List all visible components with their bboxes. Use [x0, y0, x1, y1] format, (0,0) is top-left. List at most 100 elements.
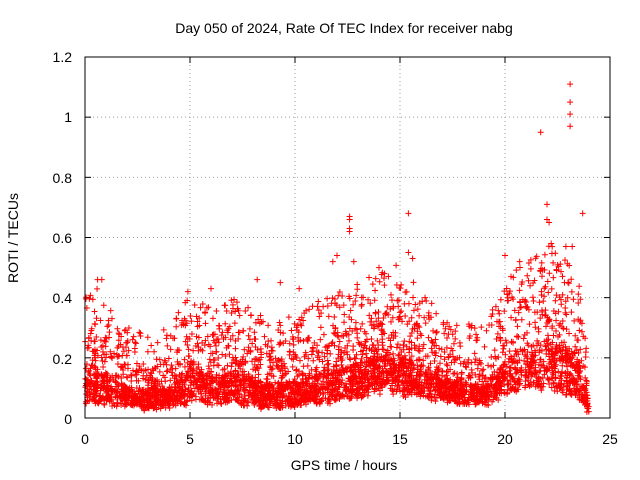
- roti-point: [410, 294, 417, 301]
- roti-point: [258, 318, 265, 325]
- roti-point: [328, 340, 335, 347]
- roti-point: [452, 328, 459, 335]
- roti-point: [538, 292, 545, 299]
- roti-point: [584, 397, 591, 404]
- roti-point: [314, 352, 321, 359]
- roti-point: [575, 291, 582, 298]
- roti-point: [201, 383, 208, 390]
- roti-point: [420, 363, 427, 370]
- roti-point: [536, 299, 543, 306]
- y-tick-label: 0.2: [53, 351, 73, 367]
- roti-point: [174, 379, 181, 386]
- roti-point: [270, 359, 277, 366]
- roti-point: [442, 325, 449, 332]
- roti-point: [121, 361, 128, 368]
- roti-point: [346, 295, 353, 302]
- roti-point: [144, 397, 151, 404]
- roti-point: [513, 348, 520, 355]
- roti-point: [94, 285, 101, 292]
- roti-point: [365, 359, 372, 366]
- roti-point: [421, 314, 428, 321]
- roti-point: [317, 398, 324, 405]
- roti-point: [434, 366, 441, 373]
- roti-point: [502, 368, 509, 375]
- roti-point: [430, 327, 437, 334]
- roti-point: [510, 296, 517, 303]
- roti-point: [343, 368, 350, 375]
- roti-point: [492, 353, 499, 360]
- roti-point: [236, 312, 243, 319]
- roti-point: [301, 392, 308, 399]
- roti-point: [94, 379, 101, 386]
- roti-point: [202, 320, 209, 327]
- roti-point: [92, 397, 99, 404]
- roti-point: [150, 367, 157, 374]
- roti-point: [280, 330, 287, 337]
- roti-point: [149, 392, 156, 399]
- roti-point: [255, 365, 262, 372]
- roti-point: [100, 373, 107, 380]
- roti-point: [548, 240, 555, 247]
- roti-point: [522, 303, 529, 310]
- roti-point: [221, 302, 228, 309]
- roti-point: [561, 257, 568, 264]
- roti-point: [225, 372, 232, 379]
- roti-point: [413, 391, 420, 398]
- roti-point: [497, 366, 504, 373]
- roti-point: [206, 384, 213, 391]
- roti-point: [537, 356, 544, 363]
- roti-point: [191, 302, 198, 309]
- roti-point: [122, 396, 129, 403]
- roti-point: [154, 399, 161, 406]
- roti-point: [347, 381, 354, 388]
- roti-point: [99, 393, 106, 400]
- roti-point: [389, 358, 396, 365]
- roti-point: [118, 375, 125, 382]
- roti-point: [316, 313, 323, 320]
- roti-point: [463, 401, 470, 408]
- roti-point: [347, 374, 354, 381]
- roti-point: [212, 395, 219, 402]
- roti-point: [471, 359, 478, 366]
- roti-point: [369, 341, 376, 348]
- roti-point: [567, 81, 574, 88]
- roti-point: [552, 328, 559, 335]
- roti-point: [234, 305, 241, 312]
- roti-point: [313, 347, 320, 354]
- roti-point: [352, 297, 359, 304]
- roti-point: [112, 379, 119, 386]
- roti-point: [144, 387, 151, 394]
- roti-point: [460, 384, 467, 391]
- roti-point: [285, 400, 292, 407]
- roti-point: [398, 359, 405, 366]
- roti-point: [167, 332, 174, 339]
- roti-point: [276, 319, 283, 326]
- roti-point: [104, 323, 111, 330]
- roti-point: [138, 367, 145, 374]
- roti-point: [232, 378, 239, 385]
- roti-point: [559, 318, 566, 325]
- roti-point: [476, 371, 483, 378]
- roti-point: [347, 307, 354, 314]
- roti-point: [466, 333, 473, 340]
- roti-point: [545, 336, 552, 343]
- roti-point: [406, 349, 413, 356]
- roti-point: [267, 390, 274, 397]
- roti-point: [394, 297, 401, 304]
- roti-point: [275, 379, 282, 386]
- roti-point: [530, 298, 537, 305]
- roti-point: [569, 243, 576, 250]
- roti-point: [436, 360, 443, 367]
- roti-point: [479, 367, 486, 374]
- roti-point: [387, 291, 394, 298]
- roti-point: [264, 343, 271, 350]
- roti-point: [103, 335, 110, 342]
- roti-point: [165, 401, 172, 408]
- roti-point: [287, 384, 294, 391]
- roti-point: [512, 370, 519, 377]
- roti-point: [242, 307, 249, 314]
- roti-point: [484, 380, 491, 387]
- roti-point: [198, 379, 205, 386]
- roti-point: [218, 332, 225, 339]
- roti-point: [92, 357, 99, 364]
